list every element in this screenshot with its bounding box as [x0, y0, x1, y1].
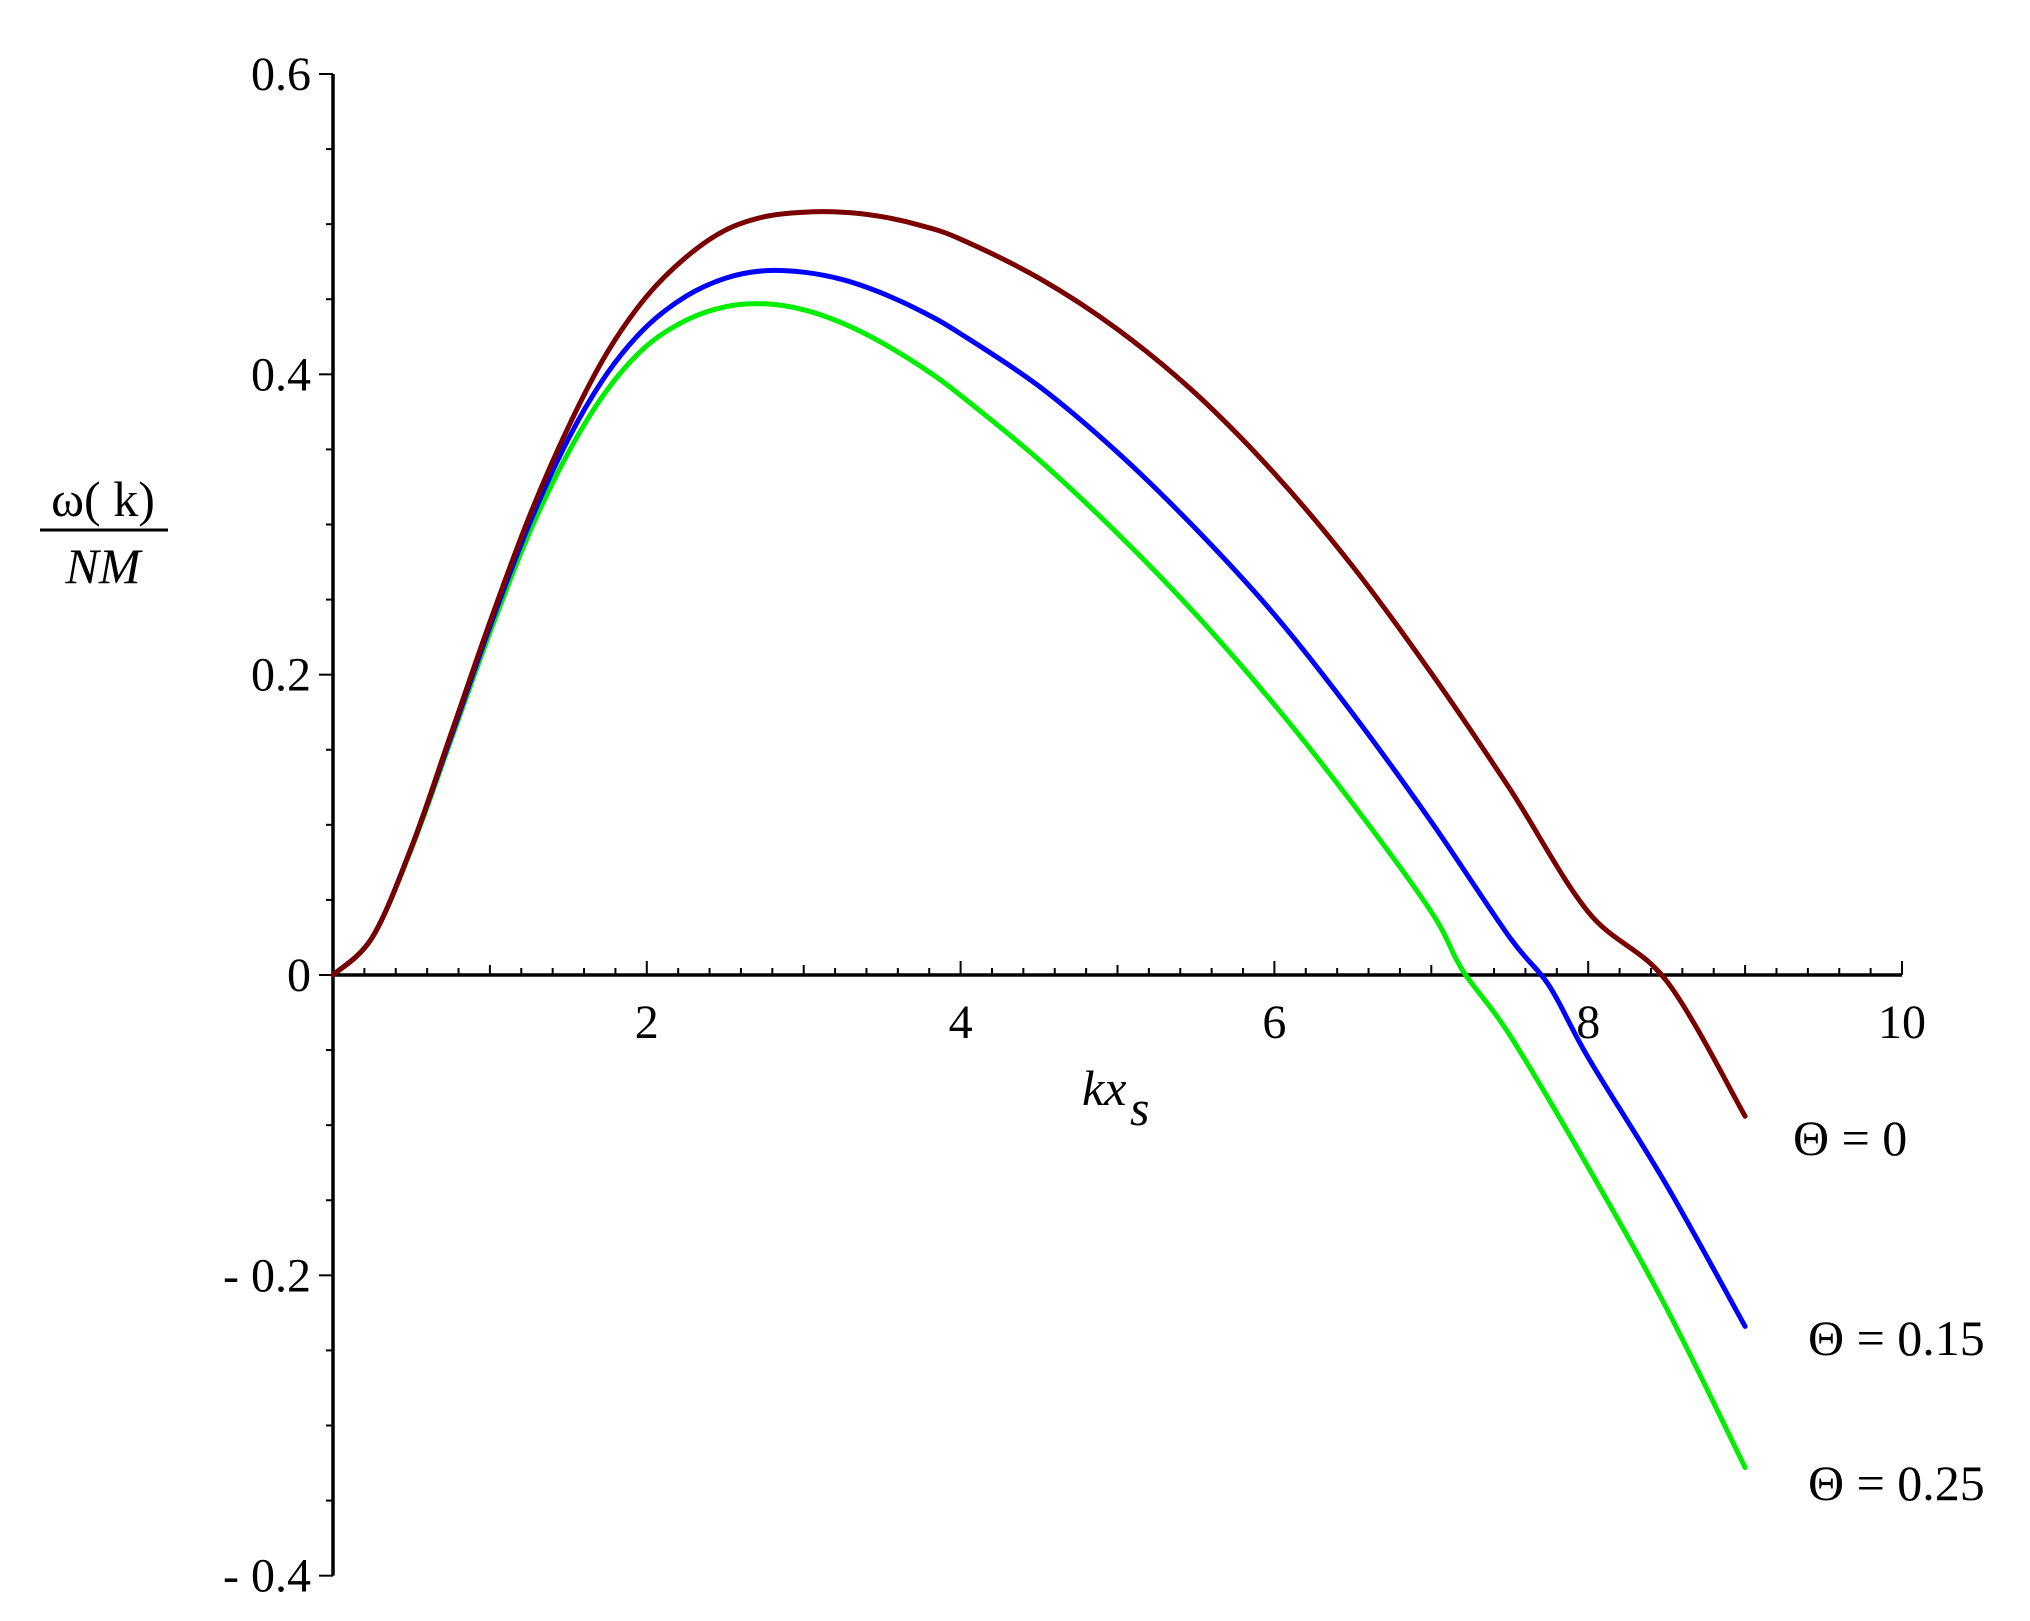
series-line-1	[330, 267, 1748, 1329]
y-axis-title: ω( k) NM	[40, 471, 168, 594]
y-tick-label: - 0.4	[223, 1550, 311, 1603]
y-tick-label: 0.6	[251, 48, 311, 101]
y-tick-label: 0	[287, 949, 311, 1002]
y-tick-label: - 0.2	[223, 1249, 311, 1302]
x-axis-title-subscript: s	[1130, 1080, 1149, 1136]
y-axis-title-denominator: NM	[65, 538, 143, 594]
axes	[331, 74, 1902, 1576]
series-line-0	[330, 209, 1748, 1119]
x-tick-label: 6	[1262, 996, 1286, 1049]
axis-ticks: 2 4 6 8 100.60.40.20- 0.2- 0.4	[223, 48, 1926, 1603]
x-axis-title: kx s	[1082, 1060, 1149, 1136]
series-curves	[330, 209, 1748, 1470]
legend-label-theta-0-25: Θ = 0.25	[1808, 1455, 1985, 1511]
x-tick-label: 4	[949, 996, 973, 1049]
x-tick-label: 2	[635, 996, 659, 1049]
x-axis-title-main: kx	[1082, 1060, 1126, 1116]
y-axis-title-numerator: ω( k)	[51, 471, 155, 527]
y-tick-label: 0.2	[251, 649, 311, 702]
legend: Θ = 0 Θ = 0.15 Θ = 0.25	[1793, 1110, 1985, 1511]
legend-label-theta-0: Θ = 0	[1793, 1110, 1907, 1166]
legend-label-theta-0-15: Θ = 0.15	[1808, 1310, 1985, 1366]
y-tick-label: 0.4	[251, 348, 311, 401]
x-tick-label: 10	[1878, 996, 1926, 1049]
